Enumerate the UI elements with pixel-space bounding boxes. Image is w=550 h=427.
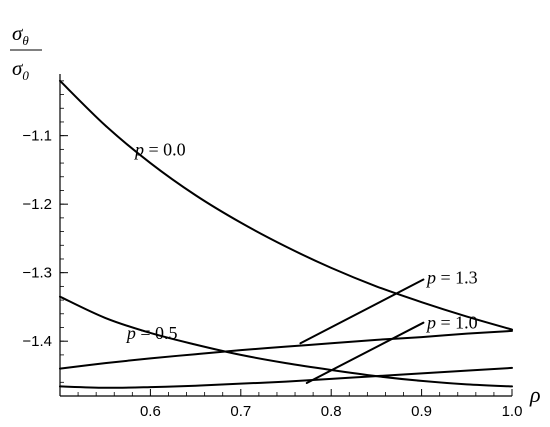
svg-text:σ0: σ0: [12, 56, 29, 83]
axis-ticks: 0.6 0.7 0.8 0.9 1.0 −1.1 −1.2 −1.3 −1.4: [22, 80, 523, 420]
y-label-denominator: σ: [12, 56, 24, 80]
x-tick-label: 0.8: [321, 403, 342, 420]
y-label-numerator: σ: [12, 21, 24, 45]
series-line-p-0-5: [59, 295, 513, 388]
y-label-numerator-sub: θ: [22, 33, 29, 48]
chart-series: [59, 79, 513, 389]
y-tick-label: −1.1: [22, 128, 52, 145]
series-annotations: p = 0.0 p = 0.5 p = 1.3 p = 1.0: [125, 139, 478, 384]
y-tick-label: −1.2: [22, 196, 52, 213]
y-label-denominator-sub: 0: [22, 68, 29, 83]
y-axis-label: σθ σ0: [10, 21, 42, 83]
annotation-label: p = 1.0: [425, 313, 478, 333]
series-line-p-1-0: [59, 366, 513, 389]
series-line-p-0-0: [59, 79, 513, 331]
annotation-label: p = 0.5: [125, 323, 178, 343]
x-tick-label: 0.9: [411, 403, 432, 420]
y-tick-label: −1.3: [22, 265, 52, 282]
x-tick-label: 1.0: [502, 403, 523, 420]
y-tick-label: −1.4: [22, 333, 52, 350]
x-tick-label: 0.7: [230, 403, 251, 420]
svg-text:σθ: σθ: [12, 21, 29, 48]
annotation-leader-line: [299, 278, 425, 345]
x-axis-label: ρ: [529, 382, 541, 407]
annotation-leader-line: [305, 321, 425, 384]
annotation-label: p = 1.3: [425, 267, 478, 287]
series-line-p-1-3: [59, 329, 513, 370]
annotation-label: p = 0.0: [133, 139, 186, 159]
x-tick-label: 0.6: [140, 403, 161, 420]
